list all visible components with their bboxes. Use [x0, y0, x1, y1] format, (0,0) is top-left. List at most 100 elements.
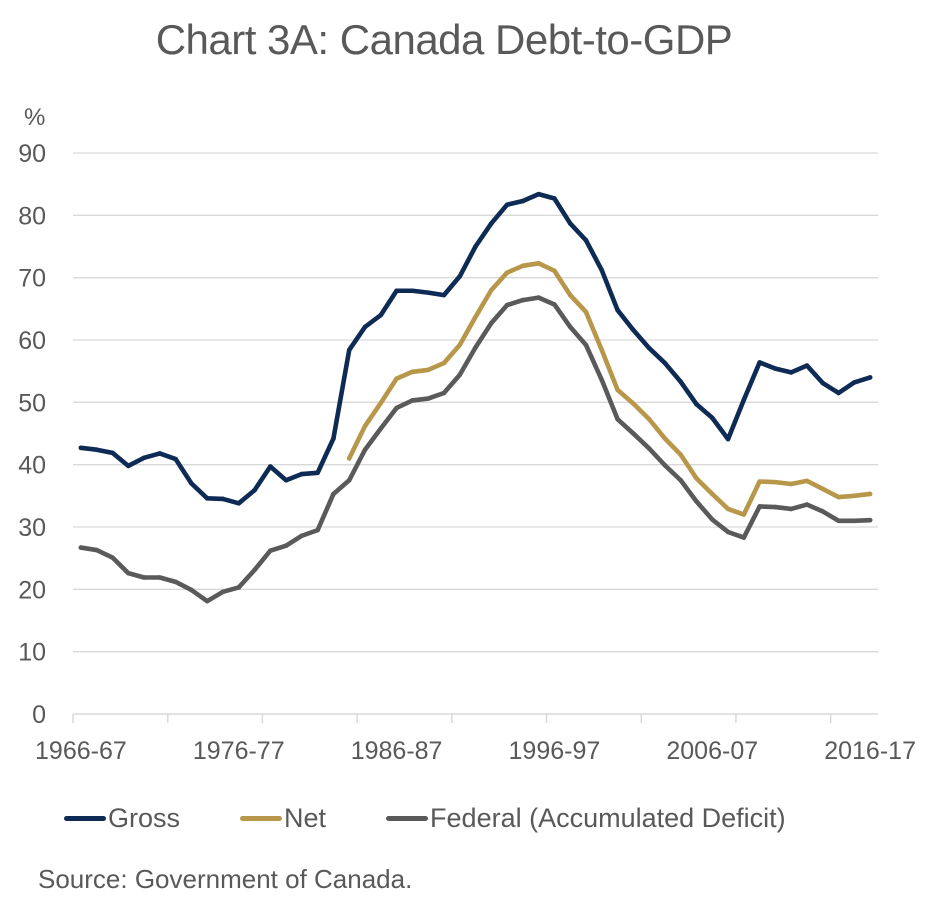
- data-point-federal: [868, 518, 873, 523]
- data-point-federal: [678, 478, 683, 483]
- y-tick-label: 70: [18, 265, 46, 293]
- data-point-federal: [489, 321, 494, 326]
- data-point-federal: [742, 535, 747, 540]
- source-note: Source: Government of Canada.: [38, 864, 412, 895]
- data-point-gross: [505, 202, 510, 207]
- x-tick-label: 1986-87: [351, 737, 443, 765]
- data-point-federal: [710, 517, 715, 522]
- data-point-federal: [378, 426, 383, 431]
- data-point-net: [678, 452, 683, 457]
- data-point-federal: [536, 295, 541, 300]
- data-point-net: [584, 310, 589, 315]
- data-point-gross: [631, 328, 636, 333]
- data-point-net: [647, 417, 652, 422]
- data-point-net: [552, 269, 557, 274]
- data-point-federal: [110, 555, 115, 560]
- y-tick-label: 40: [18, 452, 46, 480]
- data-point-gross: [426, 290, 431, 295]
- data-point-gross: [221, 497, 226, 502]
- x-axis: [73, 714, 878, 723]
- data-point-federal: [173, 580, 178, 585]
- data-point-federal: [79, 545, 84, 550]
- data-point-federal: [505, 303, 510, 308]
- data-point-gross: [820, 381, 825, 386]
- gridlines: [73, 153, 878, 652]
- data-point-federal: [552, 302, 557, 307]
- data-point-gross: [615, 308, 620, 313]
- y-tick-label: 10: [18, 639, 46, 667]
- data-point-federal: [142, 575, 147, 580]
- data-point-federal: [363, 447, 368, 452]
- data-point-net: [663, 436, 668, 441]
- data-point-federal: [410, 398, 415, 403]
- data-point-federal: [836, 518, 841, 523]
- data-point-federal: [284, 543, 289, 548]
- data-point-net: [363, 424, 368, 429]
- data-point-federal: [631, 431, 636, 436]
- data-point-federal: [442, 391, 447, 396]
- data-point-federal: [694, 499, 699, 504]
- data-point-gross: [457, 274, 462, 279]
- data-point-gross: [347, 348, 352, 353]
- y-tick-label: 50: [18, 389, 46, 417]
- legend-swatch-net: [240, 816, 282, 821]
- data-point-gross: [852, 380, 857, 385]
- data-point-federal: [126, 571, 131, 576]
- data-point-net: [836, 495, 841, 500]
- data-point-gross: [521, 199, 526, 204]
- data-point-net: [820, 487, 825, 492]
- data-point-gross: [599, 268, 604, 273]
- data-point-federal: [599, 378, 604, 383]
- data-point-net: [868, 492, 873, 497]
- data-point-gross: [94, 447, 99, 452]
- data-point-gross: [647, 346, 652, 351]
- data-point-federal: [347, 478, 352, 483]
- data-point-gross: [568, 221, 573, 226]
- data-point-gross: [489, 221, 494, 226]
- legend-item-gross[interactable]: Gross: [64, 803, 180, 834]
- data-point-gross: [268, 464, 273, 469]
- data-point-net: [694, 476, 699, 481]
- data-point-gross: [726, 437, 731, 442]
- series-line-federal: [81, 298, 870, 602]
- data-point-federal: [726, 530, 731, 535]
- data-point-federal: [189, 588, 194, 593]
- data-point-net: [378, 401, 383, 406]
- data-point-federal: [615, 417, 620, 422]
- legend-item-federal[interactable]: Federal (Accumulated Deficit): [386, 803, 786, 834]
- legend-item-net[interactable]: Net: [240, 803, 326, 834]
- data-point-gross: [757, 360, 762, 365]
- data-point-federal: [205, 599, 210, 604]
- x-tick-label: 1976-77: [193, 737, 285, 765]
- legend-swatch-gross: [64, 816, 106, 821]
- data-point-net: [568, 293, 573, 298]
- data-point-federal: [394, 406, 399, 411]
- data-point-net: [426, 368, 431, 373]
- data-point-gross: [694, 402, 699, 407]
- data-point-net: [442, 361, 447, 366]
- legend-label-gross: Gross: [108, 803, 180, 834]
- legend-label-net: Net: [284, 803, 326, 834]
- data-point-gross: [836, 391, 841, 396]
- y-tick-label: 80: [18, 202, 46, 230]
- data-point-federal: [820, 509, 825, 514]
- data-point-gross: [110, 451, 115, 456]
- data-point-gross: [363, 325, 368, 330]
- series-lines: [79, 192, 873, 604]
- data-point-gross: [868, 375, 873, 380]
- data-point-net: [742, 512, 747, 517]
- data-point-gross: [173, 457, 178, 462]
- data-point-net: [521, 264, 526, 269]
- data-point-federal: [568, 325, 573, 330]
- data-point-gross: [663, 361, 668, 366]
- data-point-gross: [678, 379, 683, 384]
- data-point-federal: [94, 548, 99, 553]
- data-point-federal: [789, 507, 794, 512]
- data-point-net: [615, 388, 620, 393]
- data-point-federal: [426, 396, 431, 401]
- data-point-gross: [315, 470, 320, 475]
- data-point-federal: [315, 528, 320, 533]
- y-tick-label: 0: [32, 701, 46, 729]
- data-point-gross: [584, 238, 589, 243]
- data-point-net: [599, 348, 604, 353]
